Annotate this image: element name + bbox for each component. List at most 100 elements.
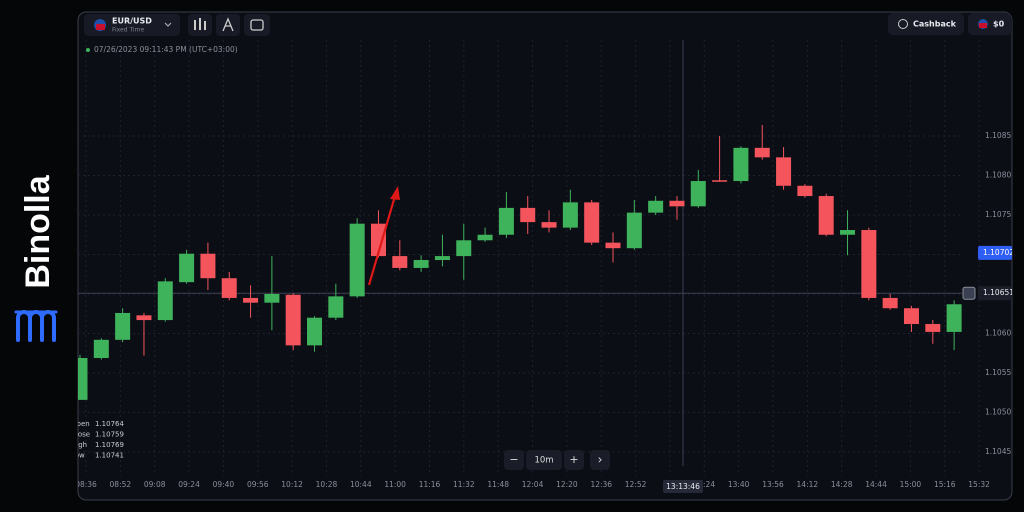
ohlc-label: Low <box>71 452 85 460</box>
y-tick-label: 1.1085 <box>985 131 1011 140</box>
candle-body <box>818 196 834 235</box>
crosshair-time-badge <box>663 480 703 493</box>
x-tick-label: 15:00 <box>900 480 922 489</box>
ohlc-label: Open <box>71 420 90 428</box>
chart-type-button[interactable] <box>244 14 270 36</box>
x-tick-label: 09:24 <box>178 480 200 489</box>
candle-body <box>179 253 195 283</box>
x-tick-label: 10:44 <box>350 480 372 489</box>
next: › <box>598 453 603 467</box>
x-tick-label: 09:40 <box>213 480 235 489</box>
candle-body <box>712 180 728 182</box>
x-tick-label: 14:44 <box>865 480 887 489</box>
ohlc-label: High <box>71 441 87 449</box>
candle-body <box>349 223 365 297</box>
alert-icon <box>962 286 976 300</box>
candle-body <box>541 222 557 228</box>
candle-body <box>221 278 237 298</box>
candle-body <box>477 234 493 241</box>
y-tick-label: 1.1080 <box>985 171 1011 180</box>
crosshair-time: 13:13:46 <box>666 482 700 491</box>
candle-body <box>392 256 408 268</box>
y-tick-label: 1.1055 <box>985 368 1011 377</box>
candle-body <box>264 294 280 303</box>
candle-body <box>605 242 621 249</box>
candle-body <box>434 256 450 261</box>
candle-body <box>520 207 536 223</box>
chart-type-icon <box>250 19 264 31</box>
asset-sub: Fixed Time <box>112 27 144 34</box>
x-tick-label: 11:16 <box>419 480 441 489</box>
next-button[interactable] <box>590 450 610 470</box>
x-tick-label: 14:28 <box>831 480 853 489</box>
candle-body <box>669 200 685 207</box>
x-tick-label: 11:00 <box>384 480 406 489</box>
candle-body <box>584 202 600 243</box>
candle-body <box>797 185 813 197</box>
cashback-label: Cashback <box>913 20 957 29</box>
flag-icon <box>96 24 105 30</box>
asset-selector[interactable] <box>84 14 180 36</box>
x-tick-label: 11:32 <box>453 480 475 489</box>
candle-body <box>562 202 578 228</box>
candle-body <box>840 230 856 235</box>
zoom-out-button[interactable] <box>504 450 524 470</box>
dropdown-icon <box>164 22 172 27</box>
ohlc-label: Close <box>71 431 90 439</box>
asset-name: EUR/USD <box>112 17 152 26</box>
candle-body <box>882 297 898 309</box>
timeframe-button[interactable] <box>526 450 562 470</box>
brand-logo <box>14 310 58 342</box>
candle-body <box>157 281 173 321</box>
x-tick-label: 08:52 <box>110 480 132 489</box>
plot <box>78 40 980 476</box>
ohlc-value: 1.10764 <box>95 420 124 428</box>
x-tick-label: 13:40 <box>728 480 750 489</box>
x-tick-label: 08:36 <box>75 480 97 489</box>
drawing-button[interactable] <box>216 14 240 36</box>
x-tick-label: 12:36 <box>590 480 612 489</box>
timestamp: 07/26/2023 09:11:43 PM (UTC+03:00) <box>94 45 238 54</box>
x-tick-label: 14:12 <box>797 480 819 489</box>
x-tick-label: 12:52 <box>625 480 647 489</box>
zoom-out: − <box>509 453 518 466</box>
panel-content: EUR/USD Fixed Time Cashback $0 07/26/202… <box>71 13 1014 493</box>
drawing-icon <box>222 17 234 32</box>
current-price: 1.10702 <box>983 248 1014 257</box>
balance-button[interactable] <box>968 13 1012 35</box>
candle-body <box>243 297 259 303</box>
cashback-icon <box>898 19 908 29</box>
crosshair-price: 1.10651 <box>983 288 1014 297</box>
candle-body <box>946 304 962 332</box>
candle-body <box>648 200 664 213</box>
annotation-arrow <box>367 186 400 286</box>
candle-body <box>307 317 323 346</box>
x-tick-label: 10:28 <box>316 480 338 489</box>
brand-name: Binolla <box>19 174 57 288</box>
candle-body <box>690 181 706 207</box>
y-tick-label: 1.1060 <box>985 329 1011 338</box>
candle-body <box>456 240 472 257</box>
y-tick-label: 1.1045 <box>985 447 1011 456</box>
candle-body <box>136 315 152 321</box>
candle-body <box>413 260 429 268</box>
x-tick-label: 11:48 <box>487 480 509 489</box>
x-tick-label: 15:16 <box>934 480 956 489</box>
ohlc-value: 1.10769 <box>95 441 124 449</box>
x-tick-label: 09:08 <box>144 480 166 489</box>
x-tick-label: 09:56 <box>247 480 269 489</box>
brand: Binolla <box>14 174 58 342</box>
candle-body <box>498 207 514 235</box>
current-price-badge <box>978 245 1012 260</box>
candle-body <box>328 296 344 318</box>
live-dot <box>86 48 90 52</box>
ohlc-value: 1.10759 <box>95 431 124 439</box>
candle-body <box>861 230 877 298</box>
candle-body <box>626 212 642 249</box>
cashback-button[interactable] <box>888 13 964 35</box>
zoom-in-button[interactable] <box>564 450 584 470</box>
candle-body <box>370 223 386 257</box>
x-tick-label: 12:20 <box>556 480 578 489</box>
crosshair-price-badge <box>978 286 1012 301</box>
